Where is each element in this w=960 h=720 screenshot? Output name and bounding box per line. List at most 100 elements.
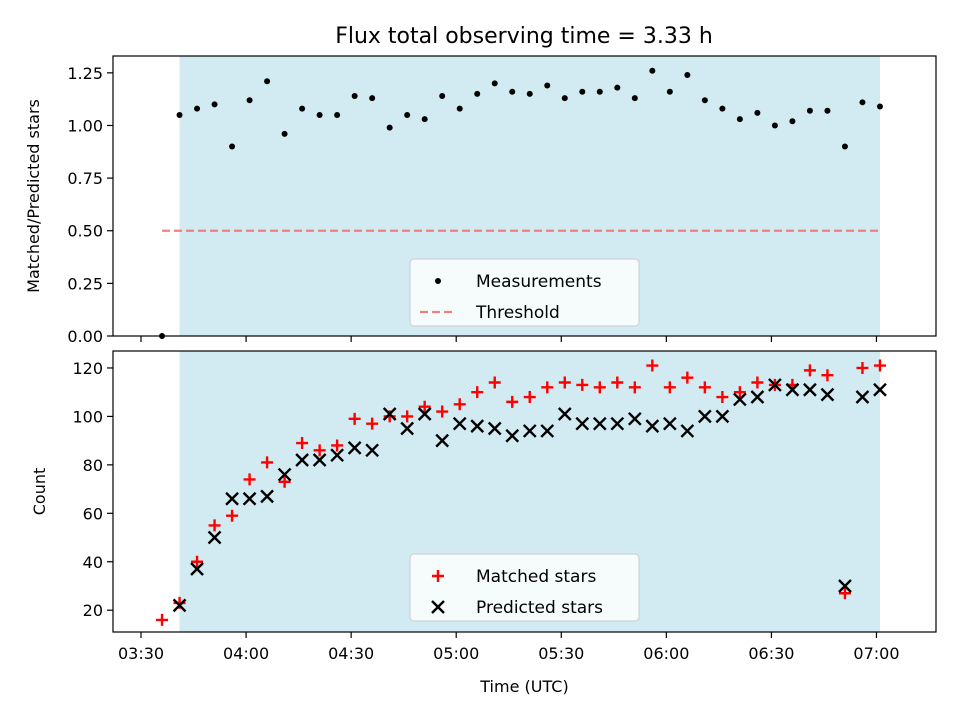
bottom-matched-point — [733, 386, 746, 399]
top-measurement-point — [736, 116, 743, 123]
bottom-x-tick-label: 05:30 — [538, 644, 584, 663]
top-measurement-point — [561, 95, 568, 102]
bottom-matched-point — [471, 386, 484, 399]
top-measurement-point — [614, 84, 621, 91]
top-measurement-point — [421, 116, 428, 123]
bottom-matched-point — [261, 456, 274, 469]
top-measurement-point — [649, 67, 656, 74]
bottom-predicted-point — [838, 579, 852, 593]
bottom-legend-label: Predicted stars — [476, 598, 603, 618]
top-measurement-point — [194, 105, 201, 112]
top-panel: 0.00 0.25 0.50 0.75 1.00 1.25 Matched/Predicte… — [24, 55, 937, 346]
top-measurement-point — [299, 105, 306, 112]
bottom-y-tick-label: 60 — [83, 504, 103, 523]
bottom-predicted-point — [785, 382, 800, 397]
top-y-tick-label: 1.00 — [67, 116, 103, 135]
bottom-matched-point — [278, 475, 291, 488]
bottom-matched-point — [348, 412, 361, 425]
bottom-matched-point — [191, 555, 204, 568]
bottom-x-tick-label: 06:00 — [643, 644, 689, 663]
bottom-y-tick-label: 80 — [83, 456, 103, 475]
bottom-matched-point — [646, 359, 659, 372]
bottom-predicted-point — [347, 441, 362, 455]
bottom-y-tick-label: 100 — [72, 407, 103, 426]
top-y-tick-label: 0.75 — [67, 169, 103, 188]
bottom-predicted-point — [312, 453, 327, 467]
bottom-predicted-point — [207, 530, 222, 545]
bottom-matched-point — [663, 381, 676, 394]
top-measurement-point — [386, 124, 393, 131]
bottom-matched-point — [628, 381, 641, 394]
bottom-predicted-point — [592, 416, 607, 431]
chart-title: Flux total observing time = 3.33 h — [335, 24, 713, 49]
bottom-series-1 — [156, 359, 886, 626]
bottom-y-tick-label: 40 — [83, 553, 103, 572]
bottom-predicted-point — [820, 387, 835, 402]
top-measurement-point — [859, 99, 866, 106]
bottom-matched-point — [541, 381, 554, 394]
bottom-x-tick-label: 07:00 — [853, 644, 899, 663]
top-measurement-point — [176, 111, 183, 118]
top-measurement-point — [701, 97, 708, 104]
top-measurement-point — [789, 118, 796, 125]
bottom-matched-point — [716, 391, 729, 404]
top-legend-label: Threshold — [475, 303, 560, 323]
bottom-legend-label: Matched stars — [476, 567, 596, 587]
bottom-matched-point — [523, 391, 536, 404]
top-measurement-point — [666, 88, 673, 95]
bottom-matched-point — [226, 509, 239, 522]
bottom-x-tick-label: 04:00 — [223, 644, 269, 663]
bottom-predicted-point — [487, 421, 502, 436]
top-measurement-point — [509, 88, 516, 95]
bottom-predicted-point — [698, 409, 712, 424]
bottom-matched-point — [208, 519, 221, 532]
bottom-matched-point — [856, 361, 869, 374]
bottom-matched-point — [576, 378, 589, 391]
bottom-predicted-point — [417, 407, 432, 421]
bottom-matched-point — [611, 376, 624, 389]
top-measurement-point — [229, 143, 236, 150]
top-legend-label: Measurements — [476, 272, 602, 292]
top-measurement-point — [754, 109, 761, 116]
bottom-legend-swatch-predicted — [431, 600, 445, 614]
bottom-legend-box — [409, 553, 640, 622]
bottom-predicted-point — [768, 378, 782, 392]
top-measurement-point — [526, 90, 533, 97]
bottom-x-tick-label: 03:30 — [118, 644, 164, 663]
bottom-predicted-point — [645, 419, 660, 433]
bottom-matched-point — [751, 376, 764, 389]
bottom-matched-point — [436, 405, 449, 418]
top-legend-swatch-measurement — [435, 278, 441, 284]
bottom-y-axis-title: Count — [30, 468, 49, 516]
top-measurement-point — [491, 80, 498, 87]
top-measurement-point — [824, 107, 831, 114]
top-measurement-point — [281, 130, 288, 137]
bottom-x-tick-label: 06:30 — [748, 644, 794, 663]
top-y-tick-label: 0.25 — [67, 274, 103, 293]
bottom-matched-point — [488, 376, 501, 389]
bottom-matched-point — [681, 371, 694, 384]
top-measurement-point — [404, 111, 411, 118]
bottom-matched-point — [331, 439, 344, 452]
top-y-tick-label: 0.50 — [67, 222, 103, 241]
bottom-predicted-point — [662, 416, 677, 431]
top-y-axis-title: Matched/Predicted stars — [24, 99, 43, 293]
top-measurement-point — [334, 111, 341, 118]
bottom-y-tick-label: 120 — [72, 359, 103, 378]
top-measurement-point — [544, 82, 551, 89]
top-measurement-point — [351, 93, 358, 99]
bottom-predicted-point — [330, 448, 344, 463]
bottom-matched-point — [453, 398, 466, 411]
bottom-predicted-point — [873, 382, 887, 397]
bottom-matched-point — [558, 376, 571, 389]
bottom-matched-point — [593, 381, 606, 394]
bottom-predicted-point — [242, 491, 257, 506]
bottom-matched-point — [418, 400, 431, 413]
bottom-predicted-point — [855, 390, 870, 404]
top-measurement-point — [841, 143, 848, 150]
top-measurement-point — [631, 95, 638, 102]
bottom-y-tick-label: 20 — [83, 601, 103, 620]
bottom-predicted-point — [190, 562, 204, 576]
top-measurement-point — [579, 88, 586, 95]
